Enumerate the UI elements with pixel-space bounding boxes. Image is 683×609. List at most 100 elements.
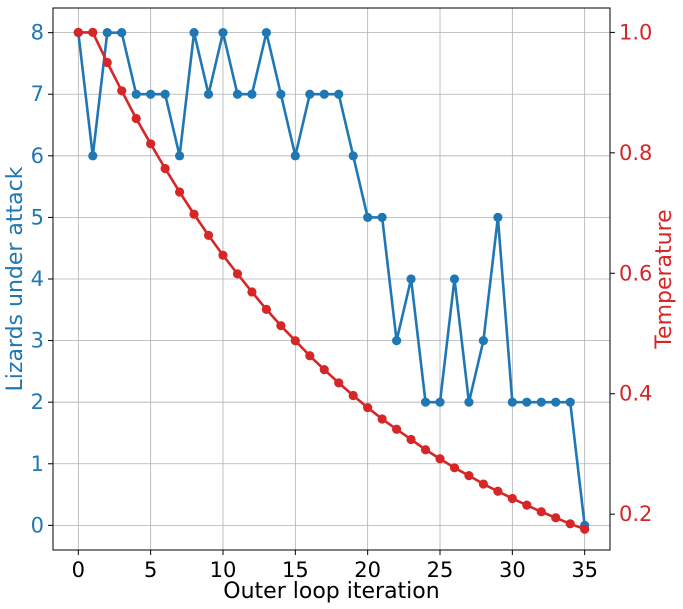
data-point-temperature [146,139,156,149]
left-y-tick-label: 1 [31,452,44,476]
left-y-tick-label: 0 [31,513,44,537]
data-point-temperature [478,479,489,489]
right-y-tick-label: 0.2 [619,502,652,526]
data-point-lizards [493,212,503,223]
left-y-tick-label: 7 [31,82,44,106]
x-tick-label: 30 [499,558,526,582]
data-point-temperature [319,365,329,375]
series-temperature [73,27,590,534]
data-point-lizards [363,212,373,223]
x-tick-label: 0 [72,558,85,582]
data-point-temperature [290,336,300,346]
data-point-lizards [131,89,141,99]
data-point-temperature [580,524,590,534]
data-point-lizards [420,397,431,407]
x-tick-label: 35 [571,558,598,582]
data-point-lizards [88,151,98,161]
data-point-temperature [536,507,546,517]
data-point-temperature [189,209,199,219]
data-point-lizards [247,89,257,99]
data-point-lizards [464,397,474,407]
right-y-axis-ticks: 0.2 0.4 0.6 0.8 1.0 [610,20,652,526]
right-y-tick-label: 0.8 [619,141,652,165]
data-point-temperature [348,390,358,401]
data-point-temperature [117,86,127,96]
data-point-temperature [420,445,431,455]
data-point-lizards [305,89,315,99]
data-point-lizards [319,89,329,99]
right-y-axis-title: Temperature [652,209,677,349]
data-point-lizards [536,397,546,407]
data-point-temperature [160,163,170,174]
x-axis-title: Outer loop iteration [223,579,439,604]
data-point-temperature [102,57,112,68]
data-point-temperature [131,113,141,124]
data-point-temperature [507,493,517,504]
left-y-tick-label: 2 [31,390,44,414]
data-point-lizards [117,28,127,38]
data-point-temperature [551,513,561,523]
data-point-lizards [507,397,517,407]
left-y-tick-label: 3 [31,329,44,353]
left-y-tick-label: 8 [31,21,44,45]
data-point-lizards [377,212,387,223]
data-point-lizards [174,151,185,161]
data-point-temperature [522,500,532,510]
series-line-temperature [78,31,586,531]
data-point-lizards [334,89,344,99]
left-y-tick-label: 4 [31,267,44,291]
data-point-temperature [464,471,474,481]
x-tick-label: 25 [427,558,454,582]
x-axis-ticks: 0 5 10 15 20 25 30 35 [72,550,598,582]
data-point-temperature [73,27,83,37]
right-y-tick-label: 0.6 [619,261,652,285]
data-point-lizards [276,89,286,99]
data-point-lizards [218,28,228,38]
data-point-lizards [449,274,460,284]
data-point-temperature [247,287,257,297]
data-point-temperature [363,402,373,413]
data-point-lizards [189,28,199,38]
data-point-temperature [449,463,460,473]
series-lizards [73,28,590,530]
data-point-lizards [478,335,489,346]
right-y-tick-label: 1.0 [619,20,652,44]
data-point-temperature [406,434,416,445]
data-point-temperature [203,230,214,240]
data-point-lizards [435,397,445,407]
data-point-temperature [232,269,243,279]
data-point-lizards [102,28,112,38]
data-point-lizards [261,28,271,38]
series-layer [73,27,590,534]
data-point-lizards [406,274,416,284]
left-y-axis-title: Lizards under attack [3,166,28,391]
data-point-temperature [565,519,575,529]
data-point-lizards [551,397,561,407]
right-y-tick-label: 0.4 [619,382,652,406]
x-tick-label: 20 [354,558,381,582]
data-point-temperature [88,27,98,37]
data-point-lizards [290,151,300,161]
data-point-lizards [203,89,214,99]
data-point-lizards [348,151,358,161]
data-point-temperature [392,424,402,434]
x-tick-label: 10 [210,558,237,582]
left-y-tick-label: 5 [31,205,44,229]
data-point-temperature [334,378,344,388]
data-point-lizards [392,335,402,346]
data-point-temperature [493,486,503,496]
data-point-lizards [565,397,575,407]
data-point-temperature [174,187,185,197]
left-y-tick-label: 6 [31,144,44,168]
data-point-lizards [146,89,156,99]
data-point-lizards [160,89,170,99]
data-point-temperature [435,454,445,464]
data-point-lizards [232,89,243,99]
data-point-temperature [377,414,387,424]
data-point-temperature [218,250,228,260]
data-point-temperature [261,304,271,315]
grid [53,8,610,550]
x-tick-label: 5 [144,558,157,582]
x-tick-label: 15 [282,558,309,582]
